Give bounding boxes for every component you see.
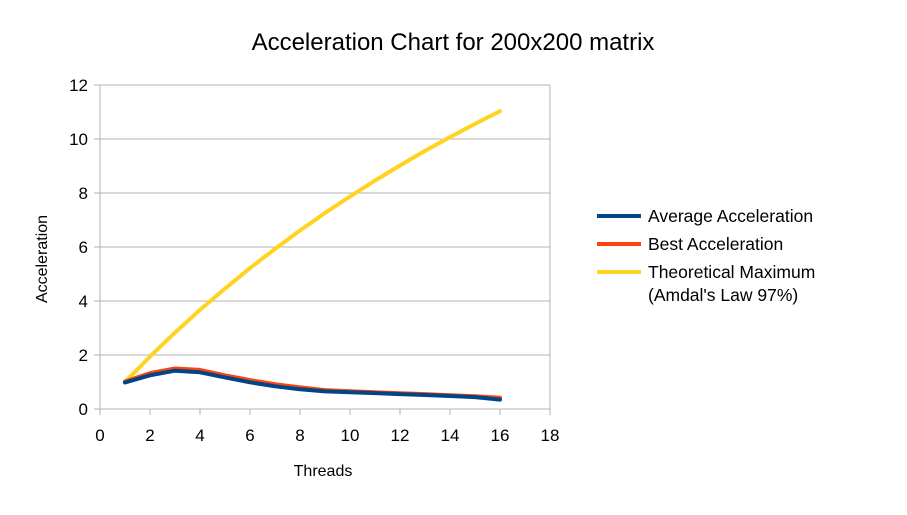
y-axis-title: Acceleration (34, 215, 51, 303)
theoretical-maximum-line (123, 109, 502, 384)
average-acceleration-line (123, 368, 502, 402)
x-tick-label: 0 (95, 426, 104, 445)
x-tick-label: 2 (145, 426, 154, 445)
x-tick-label: 14 (441, 426, 460, 445)
y-tick-label: 8 (79, 184, 88, 203)
y-tick-label: 12 (69, 76, 88, 95)
x-axis-title: Threads (294, 463, 353, 480)
y-tick-label: 4 (79, 292, 88, 311)
y-tick-label: 10 (69, 130, 88, 149)
x-tick-label: 10 (341, 426, 360, 445)
x-tick-label: 16 (491, 426, 510, 445)
legend-label-theoretical-maximum: Theoretical Maximum (648, 262, 815, 282)
x-tick-label: 18 (541, 426, 560, 445)
x-tick-label: 6 (245, 426, 254, 445)
legend: Average Acceleration Best Acceleration The… (597, 206, 815, 305)
series-lines (123, 109, 502, 402)
x-tick-label: 8 (295, 426, 304, 445)
legend-label-theoretical-maximum: (Amdal's Law 97%) (648, 285, 798, 305)
x-tick-label: 12 (391, 426, 410, 445)
legend-label-best-acceleration: Best Acceleration (648, 234, 783, 254)
axes (94, 84, 551, 415)
tick-labels: 0 2 4 6 8 10 12 0 2 4 6 8 10 12 14 16 18 (69, 76, 559, 445)
x-tick-label: 4 (195, 426, 204, 445)
y-tick-label: 2 (79, 346, 88, 365)
chart-title: Acceleration Chart for 200x200 matrix (252, 29, 655, 56)
gridlines (100, 84, 550, 410)
legend-label-average-acceleration: Average Acceleration (648, 206, 813, 226)
y-tick-label: 6 (79, 238, 88, 257)
y-tick-label: 0 (79, 400, 88, 419)
